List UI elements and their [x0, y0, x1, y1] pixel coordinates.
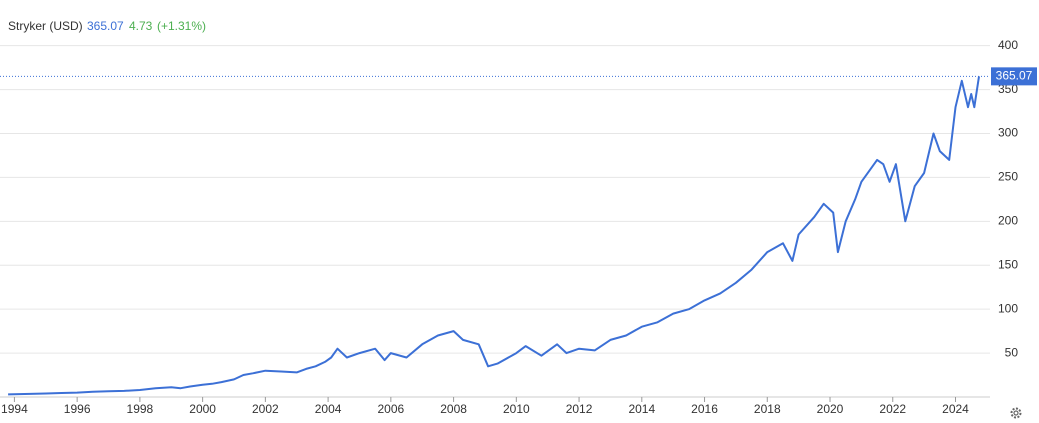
y-tick-label: 250 — [998, 170, 1018, 184]
price-line — [8, 76, 980, 396]
change-pct: (+1.31%) — [157, 19, 206, 33]
x-tick-label: 1994 — [1, 402, 28, 416]
last-price-tag — [991, 67, 1037, 86]
series-name: Stryker (USD) — [8, 19, 83, 33]
y-tick-label: 300 — [998, 126, 1018, 140]
price: 365.07 — [87, 19, 124, 33]
settings-icon[interactable] — [1010, 407, 1022, 419]
change: 4.73 — [129, 19, 153, 33]
y-tick-label: 100 — [998, 301, 1018, 315]
y-tick-label: 150 — [998, 257, 1018, 271]
x-tick-label: 2014 — [628, 402, 655, 416]
last-price-label: 365.07 — [996, 69, 1033, 83]
y-tick-label: 400 — [998, 38, 1018, 52]
x-tick-label: 2020 — [817, 402, 844, 416]
x-tick-label: 2006 — [377, 402, 404, 416]
x-tick-label: 2002 — [252, 402, 279, 416]
x-tick-label: 2004 — [315, 402, 342, 416]
x-tick-label: 2024 — [942, 402, 969, 416]
x-tick-label: 2008 — [440, 402, 467, 416]
x-tick-label: 2010 — [503, 402, 530, 416]
x-tick-label: 2012 — [566, 402, 593, 416]
x-tick-label: 1996 — [64, 402, 91, 416]
x-tick-label: 2022 — [879, 402, 906, 416]
y-tick-label: 200 — [998, 214, 1018, 228]
x-tick-label: 2018 — [754, 402, 781, 416]
x-tick-label: 2000 — [189, 402, 216, 416]
x-tick-label: 1998 — [127, 402, 154, 416]
x-tick-label: 2016 — [691, 402, 718, 416]
y-tick-label: 50 — [1005, 345, 1019, 359]
